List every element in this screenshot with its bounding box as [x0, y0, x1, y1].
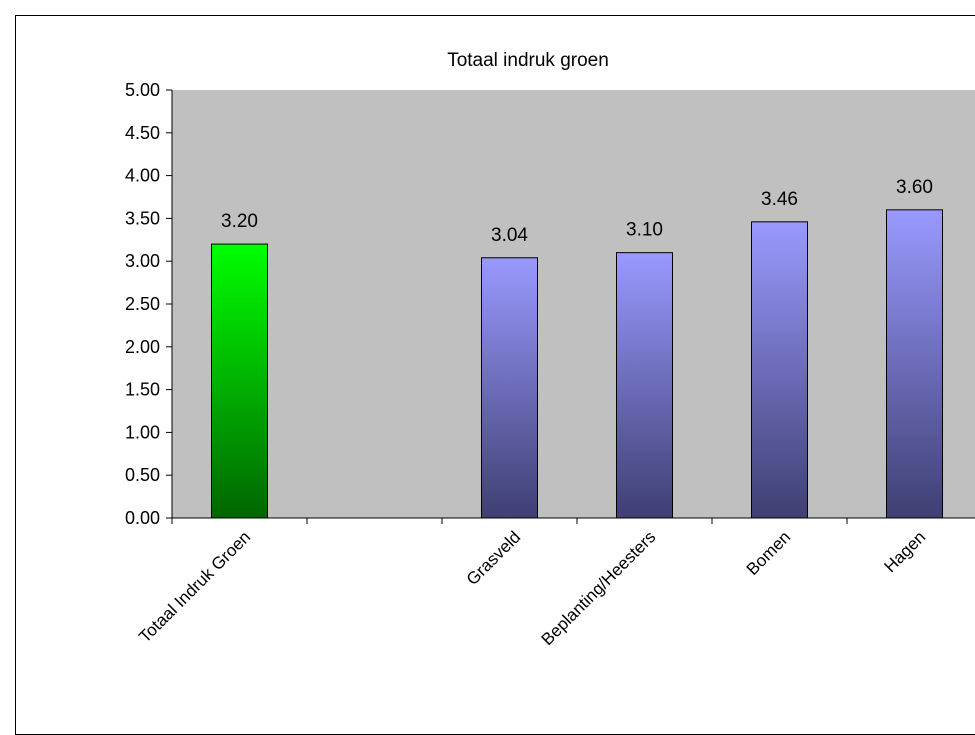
y-tick-label: 2.00	[125, 337, 160, 357]
chart-title: Totaal indruk groen	[447, 50, 609, 71]
y-axis: 0.00 0.50 1.00 1.50 2.00 2.50 3.00 3.50 4.00 4.50…	[125, 80, 173, 528]
y-tick-label: 4.00	[125, 166, 160, 186]
bar	[751, 221, 808, 519]
y-tick-label: 0.50	[125, 465, 160, 485]
bar	[616, 252, 673, 519]
plot-area	[172, 90, 975, 518]
y-tick-label: 2.50	[125, 294, 160, 314]
data-label: 3.04	[491, 225, 528, 246]
y-tick-label: 4.50	[125, 123, 160, 143]
x-axis: Totaal Indruk Groen Grasveld Beplanting/He…	[135, 517, 975, 649]
x-tick-label: Beplanting/Heesters	[538, 527, 660, 649]
data-label: 3.46	[761, 189, 798, 210]
bars: 3.20 3.04 3.10 3.46 3.60	[211, 177, 943, 519]
bar	[211, 243, 268, 519]
x-tick-label: Grasveld	[463, 527, 525, 589]
y-tick-label: 1.50	[125, 380, 160, 400]
data-label: 3.20	[221, 211, 258, 232]
y-tick-label: 3.50	[125, 208, 160, 228]
y-tick-label: 3.00	[125, 251, 160, 271]
y-tick-label: 5.00	[125, 80, 160, 100]
data-label: 3.60	[896, 177, 933, 198]
y-tick-label: 0.00	[125, 508, 160, 528]
x-tick-label: Hagen	[880, 527, 929, 576]
y-tick-label: 1.00	[125, 422, 160, 442]
bar	[886, 209, 943, 519]
x-tick-label: Totaal Indruk Groen	[135, 527, 254, 646]
bar	[481, 257, 538, 519]
bar-chart: Totaal indruk groen 0.00 0.50 1.00 1.50 2.00…	[125, 50, 975, 649]
x-tick-label: Bomen	[743, 527, 795, 579]
data-label: 3.10	[626, 220, 663, 241]
